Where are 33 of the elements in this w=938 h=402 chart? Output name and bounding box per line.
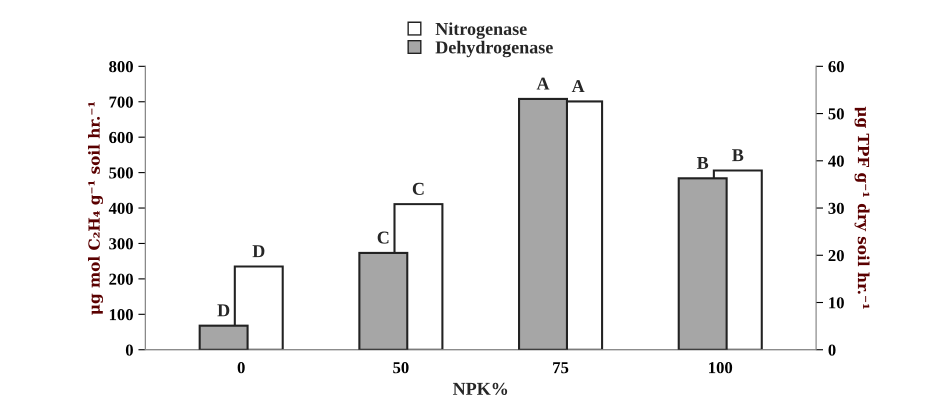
y-tick-label: 500 bbox=[109, 167, 133, 179]
y2-tick-label: 30 bbox=[828, 202, 844, 214]
y-tick-label: 600 bbox=[109, 132, 133, 144]
y2-axis-title: μg TPF g⁻¹ dry soil hr.⁻¹ bbox=[854, 106, 870, 309]
data-label: C bbox=[378, 232, 388, 244]
y-tick-label: 100 bbox=[110, 309, 133, 320]
y-tick-label: 300 bbox=[109, 238, 133, 250]
y-tick-label: 0 bbox=[126, 344, 133, 356]
y2-tick-label: 50 bbox=[828, 108, 844, 120]
y2-tick-label: 20 bbox=[828, 250, 844, 262]
x-tick-label: 75 bbox=[553, 362, 568, 374]
data-label: A bbox=[536, 78, 550, 90]
x-tick-label: 0 bbox=[238, 362, 245, 374]
legend-label: Dehydrogenase bbox=[436, 40, 553, 58]
x-tick-label: 100 bbox=[709, 362, 732, 374]
legend-label: Nitrogenase bbox=[436, 22, 527, 39]
y2-tick-label: 0 bbox=[828, 344, 836, 356]
y-tick-label: 800 bbox=[109, 61, 133, 72]
y-axis-title: μg mol C₂H₄ g⁻¹ soil hr.⁻¹ bbox=[88, 102, 104, 315]
data-label: B bbox=[696, 157, 708, 169]
data-label: A bbox=[572, 80, 585, 92]
y-tick-label: 400 bbox=[108, 202, 133, 214]
y2-tick-label: 10 bbox=[829, 297, 844, 308]
y-tick-label: 700 bbox=[110, 96, 133, 108]
x-axis-title: NPK% bbox=[452, 382, 508, 395]
data-label: D bbox=[217, 304, 230, 316]
y2-tick-label: 60 bbox=[828, 61, 844, 72]
y-tick-label: 200 bbox=[109, 274, 133, 285]
data-label: D bbox=[252, 245, 264, 258]
data-label: B bbox=[732, 149, 744, 162]
x-tick-label: 50 bbox=[393, 362, 409, 374]
data-label: C bbox=[412, 182, 424, 195]
y2-tick-label: 40 bbox=[828, 156, 844, 167]
